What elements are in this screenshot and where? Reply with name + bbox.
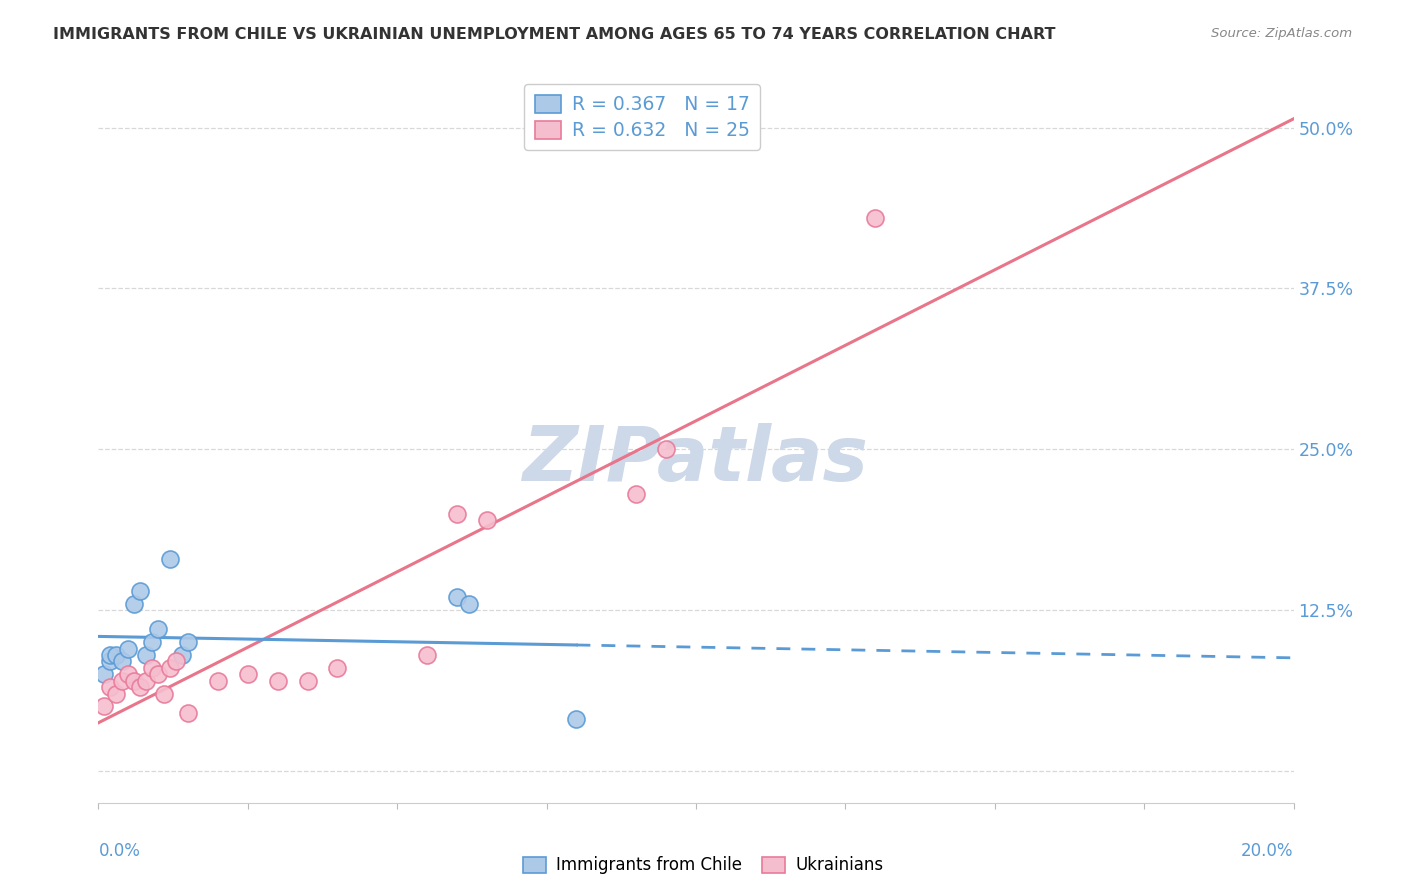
Point xyxy=(416,648,439,662)
Text: Source: ZipAtlas.com: Source: ZipAtlas.com xyxy=(1212,27,1353,40)
Point xyxy=(446,590,468,604)
Point xyxy=(475,513,498,527)
Point xyxy=(177,706,200,720)
Point xyxy=(124,597,146,611)
Point xyxy=(98,654,122,668)
Point xyxy=(207,673,229,688)
Text: 0.0%: 0.0% xyxy=(98,842,141,860)
Point xyxy=(446,507,468,521)
Point xyxy=(135,673,157,688)
Point xyxy=(153,686,176,700)
Point xyxy=(117,641,139,656)
Point xyxy=(105,648,128,662)
Point xyxy=(98,680,122,694)
Point xyxy=(165,654,187,668)
Point xyxy=(326,661,349,675)
Point xyxy=(129,583,152,598)
Point xyxy=(865,211,887,225)
Point xyxy=(177,635,200,649)
Point xyxy=(129,680,152,694)
Point xyxy=(159,551,181,566)
Point xyxy=(148,622,170,636)
Point xyxy=(98,648,122,662)
Point xyxy=(135,648,157,662)
Point xyxy=(297,673,319,688)
Point xyxy=(267,673,290,688)
Point xyxy=(111,673,134,688)
Point xyxy=(117,667,139,681)
Point xyxy=(458,597,481,611)
Point xyxy=(124,673,146,688)
Point xyxy=(105,686,128,700)
Point xyxy=(141,661,163,675)
Text: IMMIGRANTS FROM CHILE VS UKRAINIAN UNEMPLOYMENT AMONG AGES 65 TO 74 YEARS CORREL: IMMIGRANTS FROM CHILE VS UKRAINIAN UNEMP… xyxy=(53,27,1056,42)
Point xyxy=(159,661,181,675)
Point xyxy=(655,442,678,457)
Text: ZIPatlas: ZIPatlas xyxy=(523,424,869,497)
Text: 20.0%: 20.0% xyxy=(1241,842,1294,860)
Point xyxy=(172,648,194,662)
Point xyxy=(148,667,170,681)
Point xyxy=(141,635,163,649)
Legend: R = 0.367   N = 17, R = 0.632   N = 25: R = 0.367 N = 17, R = 0.632 N = 25 xyxy=(524,85,761,150)
Point xyxy=(236,667,259,681)
Point xyxy=(565,712,588,726)
Point xyxy=(93,667,115,681)
Point xyxy=(93,699,115,714)
Legend: Immigrants from Chile, Ukrainians: Immigrants from Chile, Ukrainians xyxy=(516,850,890,881)
Point xyxy=(626,487,648,501)
Point xyxy=(111,654,134,668)
